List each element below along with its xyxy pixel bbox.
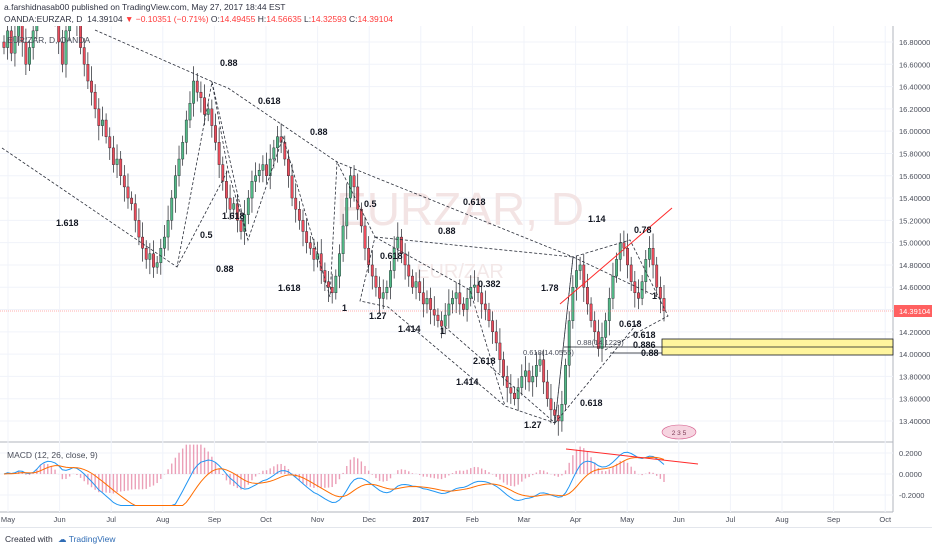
fib-label: 0.618 [380,251,403,261]
fib-label: 0.618 [580,398,603,408]
author-name[interactable]: a.farshidnasab00 [4,2,69,12]
price-tick-label: 13.60000 [899,395,930,404]
price-tick-label: 13.80000 [899,372,930,381]
fib-label: 1.414 [456,377,479,387]
idea-badge-text: 2 3 5 [672,430,687,437]
created-with-label: Created with [5,534,53,544]
price-tick-label: 15.00000 [899,239,930,248]
time-tick-label: Jun [673,515,685,524]
fib-label: 0.5 [364,199,377,209]
fib-label: 0.382 [478,279,501,289]
footer: Created with ☁ TradingView [0,527,932,551]
time-tick-label: May [1,515,15,524]
fib-label: 1.618 [222,211,245,221]
symbol-label: OANDA:EURZAR, D [4,14,82,24]
zone-price-label: 0.618(14.0555) [523,348,574,357]
price-tick-label: 16.20000 [899,105,930,114]
time-tick-label: Aug [775,515,788,524]
fib-label: 0.88 [641,348,659,358]
fib-label: 0.618 [463,197,486,207]
fib-label: 0.618 [619,319,642,329]
fib-label: 0.88 [216,264,234,274]
price-tick-label: 14.20000 [899,328,930,337]
chart-header: a.farshidnasab00 published on TradingVie… [0,0,932,26]
main-legend[interactable]: EUR/ZAR, D, OANDA [7,35,90,45]
fib-label: 0.88 [220,58,238,68]
fib-label: 1 [652,291,657,301]
price-tick-label: 16.60000 [899,60,930,69]
price-tick-label: 14.80000 [899,261,930,270]
symbol-watermark: EURZAR, D [336,183,584,235]
idea-badge[interactable]: 2 3 5 [662,425,696,439]
time-tick-label: Mar [518,515,531,524]
fib-label: 2.618 [473,356,496,366]
macd-tick-label: -0.2000 [899,491,924,500]
high-value: 14.56635 [266,14,301,24]
fib-label: 1.78 [541,283,559,293]
chart-area[interactable]: EURZAR, D EUR/ZAR 0.88 0.618 0.88 1.618 … [0,26,932,526]
candle [564,359,566,411]
time-tick-label: Jul [726,515,736,524]
fib-label: 0.88 [310,127,328,137]
time-tick-label: Dec [363,515,377,524]
price-tick-label: 14.00000 [899,350,930,359]
symbol-line: OANDA:EURZAR, D 14.39104 ▼ −0.10351 (−0.… [4,14,393,24]
time-tick-label: Oct [879,515,892,524]
price-tick-label: 15.40000 [899,194,930,203]
time-tick-label: Apr [570,515,582,524]
high-label: H: [258,14,267,24]
fib-label: 0.78 [634,225,652,235]
macd-legend[interactable]: MACD (12, 26, close, 9) [7,450,98,460]
price-tick-label: 16.40000 [899,83,930,92]
fib-label: 0.5 [200,230,213,240]
price-change: ▼ −0.10351 (−0.71%) [125,14,209,24]
fib-label: 1.618 [278,283,301,293]
fib-label: 1 [440,326,445,336]
price-tick-label: 15.80000 [899,149,930,158]
time-tick-label: Sep [827,515,840,524]
price-tick-label: 16.00000 [899,127,930,136]
price-tick-label: 14.60000 [899,283,930,292]
price-tick-label: 15.60000 [899,172,930,181]
fib-label: 1.14 [588,214,606,224]
time-tick-label: Sep [208,515,221,524]
fib-label: 1.27 [369,311,387,321]
fib-label: 1.414 [398,324,421,334]
time-tick-label: Jul [106,515,116,524]
time-tick-label: 2017 [412,515,429,524]
time-tick-label: Feb [466,515,479,524]
time-tick-label: Oct [260,515,273,524]
time-tick-label: Nov [311,515,325,524]
macd-tick-label: 0.2000 [899,449,922,458]
macd-tick-label: 0.0000 [899,470,922,479]
open-value: 14.49455 [220,14,255,24]
published-info: published on TradingView.com, May 27, 20… [72,2,286,12]
time-tick-label: Aug [156,515,169,524]
last-price: 14.39104 [87,14,122,24]
time-tick-label: Jun [54,515,66,524]
price-chart[interactable]: EURZAR, D EUR/ZAR 0.88 0.618 0.88 1.618 … [0,26,932,526]
time-tick-label: May [620,515,634,524]
tradingview-logo[interactable]: ☁ TradingView [58,534,115,545]
publish-line: a.farshidnasab00 published on TradingVie… [4,2,286,12]
fib-label: 1 [342,303,347,313]
price-tick-label: 16.80000 [899,38,930,47]
fib-label: 1.618 [56,218,79,228]
low-value: 14.32593 [311,14,346,24]
macd-axis[interactable]: 0.2000 0.0000 -0.2000 [899,449,924,500]
price-tick-label: 13.40000 [899,417,930,426]
zone-price-label: 0.88(14.1229) [577,338,624,347]
close-value: 14.39104 [357,14,392,24]
open-label: O: [211,14,220,24]
price-tick-label: 15.20000 [899,216,930,225]
fib-label: 1.27 [524,420,542,430]
fib-label: 0.88 [438,226,456,236]
fib-label: 0.618 [258,96,281,106]
current-price-value: 14.39104 [899,307,930,316]
fib-label: 0.618 [633,330,656,340]
